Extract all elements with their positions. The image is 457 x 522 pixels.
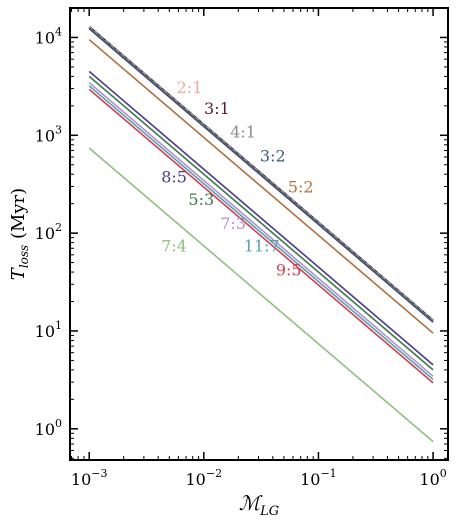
y-tick-label: 101 (35, 319, 62, 341)
series-layer (88, 26, 434, 443)
y-tick-label: 100 (35, 417, 62, 439)
series-label-3-2: 3:2 (260, 147, 286, 166)
series-label-5-3: 5:3 (188, 190, 214, 209)
series-label-5-2: 5:2 (288, 178, 314, 197)
series-label-7-3: 7:3 (220, 214, 246, 233)
series-line-5-3 (88, 75, 434, 371)
y-tick-label: 103 (35, 123, 62, 145)
series-label-layer: 2:13:14:1 5:23:2 8:55:3 7:3 11:7 9:5 7:4 (161, 78, 313, 279)
series-label-8-5: 8:5 (161, 167, 187, 186)
series-label-7-4: 7:4 (161, 236, 187, 255)
series-line-7-4 (88, 147, 434, 443)
series-line-7-3 (88, 82, 434, 377)
x-tick-label: 10−2 (186, 467, 223, 489)
series-line-8-5 (88, 70, 434, 366)
series-line-9-5 (88, 88, 434, 384)
x-tick-label: 100 (419, 467, 446, 489)
series-label-4-1: 4:1 (230, 123, 256, 142)
series-line-5-2 (88, 39, 434, 334)
series-label-2-1: 2:1 (177, 78, 203, 97)
y-axis-label: Tloss (Myr) (8, 188, 31, 280)
series-label-3-1: 3:1 (204, 99, 230, 118)
y-tick-label: 102 (35, 221, 62, 243)
series-line-3-2 (88, 27, 434, 323)
series-label-9-5: 9:5 (276, 260, 302, 279)
x-tick-label: 10−3 (71, 467, 108, 489)
series-label-11-7: 11:7 (244, 236, 280, 255)
plot-frame (69, 7, 449, 461)
series-line-11-7 (88, 85, 434, 380)
y-tick-label: 104 (35, 26, 62, 48)
x-tick-label: 10−1 (300, 467, 337, 489)
x-axis-label: ℳLG (239, 491, 279, 519)
